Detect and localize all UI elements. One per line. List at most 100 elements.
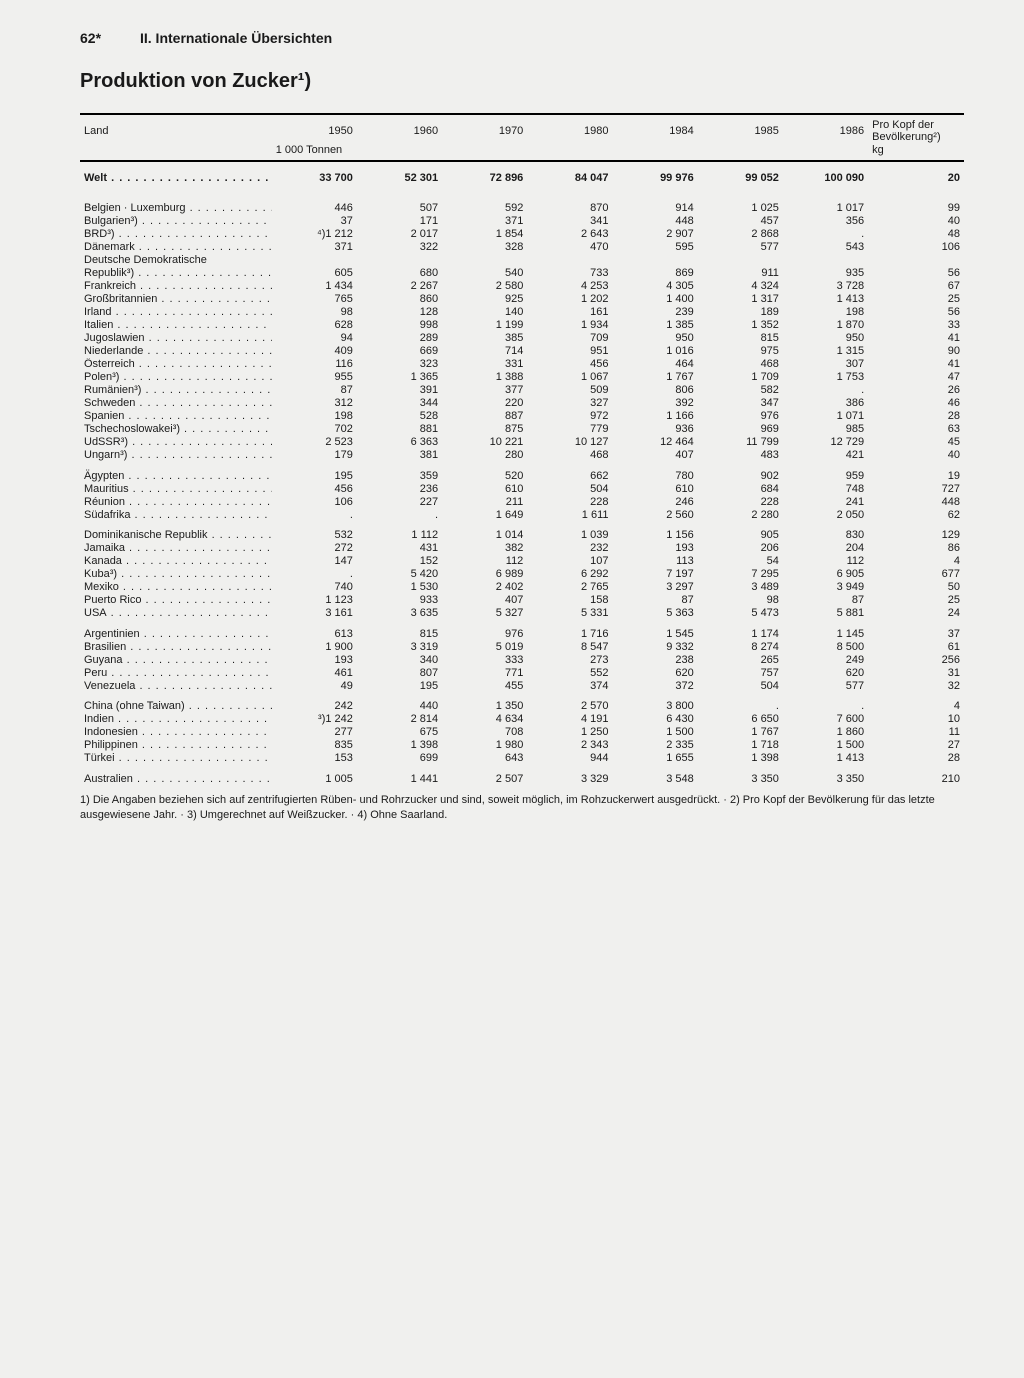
value-cell: 377 [442, 384, 527, 397]
value-cell: 10 221 [442, 436, 527, 449]
value-cell: 407 [613, 449, 698, 462]
value-cell: 456 [272, 482, 357, 495]
country-cell: Schweden [80, 397, 272, 410]
table-row: Venezuela4919545537437250457732 [80, 679, 964, 692]
value-cell: 1 145 [783, 620, 868, 641]
table-row: USA3 1613 6355 3275 3315 3635 4735 88124 [80, 607, 964, 620]
value-cell: 10 127 [527, 436, 612, 449]
value-cell: 1 545 [613, 620, 698, 641]
value-cell: 748 [783, 482, 868, 495]
table-title: Produktion von Zucker¹) [80, 70, 964, 93]
value-cell: 106 [868, 241, 964, 254]
value-cell: 7 600 [783, 713, 868, 726]
value-cell: 675 [357, 726, 442, 739]
value-cell: 727 [868, 482, 964, 495]
table-row: Mexiko7401 5302 4022 7653 2973 4893 9495… [80, 581, 964, 594]
value-cell: 532 [272, 521, 357, 542]
value-cell: 152 [357, 555, 442, 568]
country-cell: Puerto Rico [80, 594, 272, 607]
value-cell: 273 [527, 653, 612, 666]
country-cell: Australien [80, 765, 272, 786]
value-cell: 6 905 [783, 568, 868, 581]
value-cell: 457 [698, 215, 783, 228]
value-cell: 592 [442, 194, 527, 215]
table-row: Türkei1536996439441 6551 3981 41328 [80, 752, 964, 765]
value-cell: 6 430 [613, 713, 698, 726]
country-cell: Indien [80, 713, 272, 726]
value-cell: 1 017 [783, 194, 868, 215]
value-cell: 905 [698, 521, 783, 542]
table-row: Jugoslawien9428938570995081595041 [80, 332, 964, 345]
value-cell: 386 [783, 397, 868, 410]
value-cell: 1 166 [613, 410, 698, 423]
value-cell: 46 [868, 397, 964, 410]
value-cell: 246 [613, 495, 698, 508]
value-cell: 1 413 [783, 752, 868, 765]
country-cell: Mauritius [80, 482, 272, 495]
value-cell: 504 [527, 482, 612, 495]
value-cell: 2 907 [613, 228, 698, 241]
value-cell: 6 292 [527, 568, 612, 581]
value-cell: 27 [868, 739, 964, 752]
country-cell: Republik³) [80, 267, 272, 280]
value-cell: 520 [442, 462, 527, 483]
value-cell: 189 [698, 306, 783, 319]
value-cell: 241 [783, 495, 868, 508]
value-cell: 4 324 [698, 280, 783, 293]
value-cell: 356 [783, 215, 868, 228]
value-cell: 382 [442, 542, 527, 555]
value-cell: 67 [868, 280, 964, 293]
value-cell: 1 156 [613, 521, 698, 542]
value-cell: 347 [698, 397, 783, 410]
value-cell: 1 352 [698, 319, 783, 332]
section-label: II. Internationale Übersichten [140, 30, 332, 46]
value-cell: 341 [527, 215, 612, 228]
value-cell: 815 [698, 332, 783, 345]
value-cell: 669 [357, 345, 442, 358]
value-cell: 140 [442, 306, 527, 319]
country-cell: Niederlande [80, 345, 272, 358]
value-cell: 582 [698, 384, 783, 397]
value-cell: 1 174 [698, 620, 783, 641]
table-row: China (ohne Taiwan)2424401 3502 5703 800… [80, 692, 964, 713]
page-header: 62* II. Internationale Übersichten [80, 30, 964, 46]
value-cell: 1 500 [783, 739, 868, 752]
country-cell: Tschechoslowakei³) [80, 423, 272, 436]
value-cell: 374 [527, 679, 612, 692]
value-cell: 37 [868, 620, 964, 641]
value-cell: 2 335 [613, 739, 698, 752]
value-cell: 456 [527, 358, 612, 371]
value-cell: 8 274 [698, 640, 783, 653]
value-cell: 577 [783, 679, 868, 692]
value-cell: 935 [783, 267, 868, 280]
country-cell: Österreich [80, 358, 272, 371]
value-cell: 680 [357, 267, 442, 280]
value-cell: 227 [357, 495, 442, 508]
value-cell: 344 [357, 397, 442, 410]
value-cell: 2 267 [357, 280, 442, 293]
table-row: Tschechoslowakei³)7028818757799369699856… [80, 423, 964, 436]
value-cell: 4 253 [527, 280, 612, 293]
value-cell: 835 [272, 739, 357, 752]
value-cell: 2 050 [783, 508, 868, 521]
value-cell: 11 [868, 726, 964, 739]
table-row: Ägypten19535952066278090295919 [80, 462, 964, 483]
col-header-country: Land [80, 114, 272, 144]
value-cell: 391 [357, 384, 442, 397]
table-row: Deutsche Demokratische [80, 254, 964, 267]
value-cell: 507 [357, 194, 442, 215]
value-cell: 2 765 [527, 581, 612, 594]
value-cell: 552 [527, 666, 612, 679]
value-cell: 1 067 [527, 371, 612, 384]
value-cell: 1 350 [442, 692, 527, 713]
table-row: Republik³)60568054073386991193556 [80, 267, 964, 280]
value-cell: 875 [442, 423, 527, 436]
table-row: Italien6289981 1991 9341 3851 3521 87033 [80, 319, 964, 332]
value-cell: 20 [868, 161, 964, 194]
col-header-year: 1980 [527, 114, 612, 144]
value-cell: 1 655 [613, 752, 698, 765]
value-cell: 1 441 [357, 765, 442, 786]
value-cell: 100 090 [783, 161, 868, 194]
table-row: Rumänien³)87391377509806582.26 [80, 384, 964, 397]
value-cell [868, 254, 964, 267]
